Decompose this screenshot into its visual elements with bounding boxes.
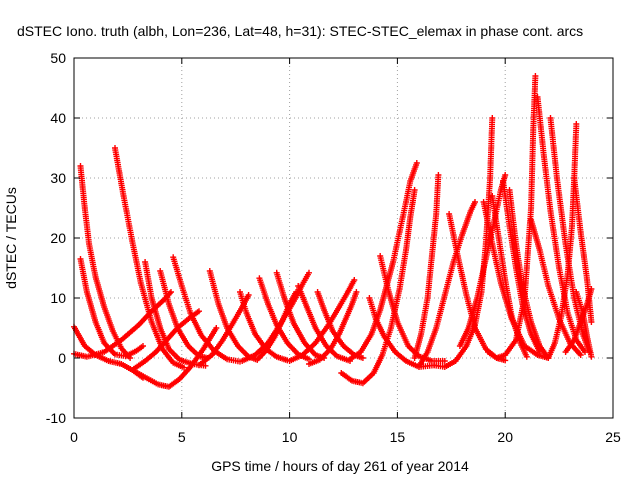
plus-markers xyxy=(273,269,328,361)
series-arc-35 xyxy=(506,187,552,361)
plus-markers xyxy=(157,268,211,361)
plus-markers xyxy=(506,187,552,361)
series-arc-21 xyxy=(286,277,358,364)
y-tick-label: 0 xyxy=(58,350,66,366)
series-arc-17 xyxy=(273,269,328,361)
x-tick-label: 15 xyxy=(390,429,406,445)
series-arc-32 xyxy=(480,199,552,361)
data-series xyxy=(71,73,595,390)
series-arc-41 xyxy=(562,286,595,355)
series-arc-20 xyxy=(306,289,360,367)
x-axis-title: GPS time / hours of day 261 of year 2014 xyxy=(211,458,469,474)
y-tick-labels: -10 0 10 20 30 40 50 xyxy=(46,50,66,426)
plus-markers xyxy=(366,295,438,370)
axis-ticks xyxy=(73,57,614,419)
series-arc-4 xyxy=(77,256,146,360)
x-tick-label: 5 xyxy=(178,429,186,445)
series-arc-3 xyxy=(77,163,134,361)
plus-markers xyxy=(77,256,146,360)
x-tick-label: 25 xyxy=(605,429,621,445)
series-arc-27 xyxy=(411,172,442,361)
series-arc-9 xyxy=(157,268,211,361)
x-tick-label: 10 xyxy=(282,429,298,445)
plus-markers xyxy=(480,199,552,361)
y-tick-label: 50 xyxy=(50,50,66,66)
y-tick-label: 20 xyxy=(50,230,66,246)
plus-markers xyxy=(77,163,134,361)
y-tick-label: 10 xyxy=(50,290,66,306)
y-tick-label: -10 xyxy=(46,410,66,426)
x-tick-label: 20 xyxy=(497,429,513,445)
plus-markers xyxy=(562,286,595,355)
plus-markers xyxy=(306,289,360,367)
plus-markers xyxy=(286,277,358,364)
y-tick-label: 40 xyxy=(50,110,66,126)
plus-markers xyxy=(112,145,187,371)
x-tick-label: 0 xyxy=(70,429,78,445)
plus-markers xyxy=(573,289,595,360)
x-tick-labels: 0 5 10 15 20 25 xyxy=(70,429,621,445)
chart-title: dSTEC Iono. truth (albh, Lon=236, Lat=48… xyxy=(17,23,583,39)
series-arc-42 xyxy=(573,289,595,360)
y-tick-label: 30 xyxy=(50,170,66,186)
y-axis-title: dSTEC / TECUs xyxy=(3,187,19,289)
series-arc-34 xyxy=(485,73,539,361)
series-arc-5 xyxy=(112,145,187,371)
series-arc-24 xyxy=(366,295,438,370)
plus-markers xyxy=(485,73,539,361)
plus-markers xyxy=(411,172,442,361)
